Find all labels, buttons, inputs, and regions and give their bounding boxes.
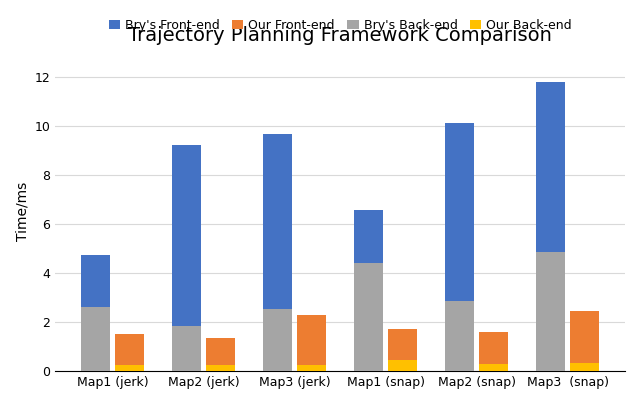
Bar [81, 255, 110, 307]
Bar [479, 364, 508, 371]
Bar [355, 210, 383, 263]
Title: Trajectory Planning Framework Comparison: Trajectory Planning Framework Comparison [128, 26, 552, 45]
Bar [355, 263, 383, 371]
Bar [206, 338, 235, 365]
Bar [297, 365, 326, 371]
Bar [172, 145, 202, 326]
Bar [206, 365, 235, 371]
Bar [263, 309, 292, 371]
Bar [263, 135, 292, 309]
Bar [388, 360, 417, 371]
Bar [445, 301, 474, 371]
Bar [536, 252, 565, 371]
Bar [388, 329, 417, 360]
Bar [479, 332, 508, 364]
Bar [570, 311, 599, 362]
Bar [570, 362, 599, 371]
Bar [115, 335, 144, 365]
Bar [81, 307, 110, 371]
Bar [297, 315, 326, 365]
Bar [536, 82, 565, 252]
Bar [115, 365, 144, 371]
Bar [445, 124, 474, 301]
Y-axis label: Time/ms: Time/ms [15, 182, 29, 241]
Legend: Bry's Front-end, Our Front-end, Bry's Back-end, Our Back-end: Bry's Front-end, Our Front-end, Bry's Ba… [104, 14, 577, 37]
Bar [172, 326, 202, 371]
